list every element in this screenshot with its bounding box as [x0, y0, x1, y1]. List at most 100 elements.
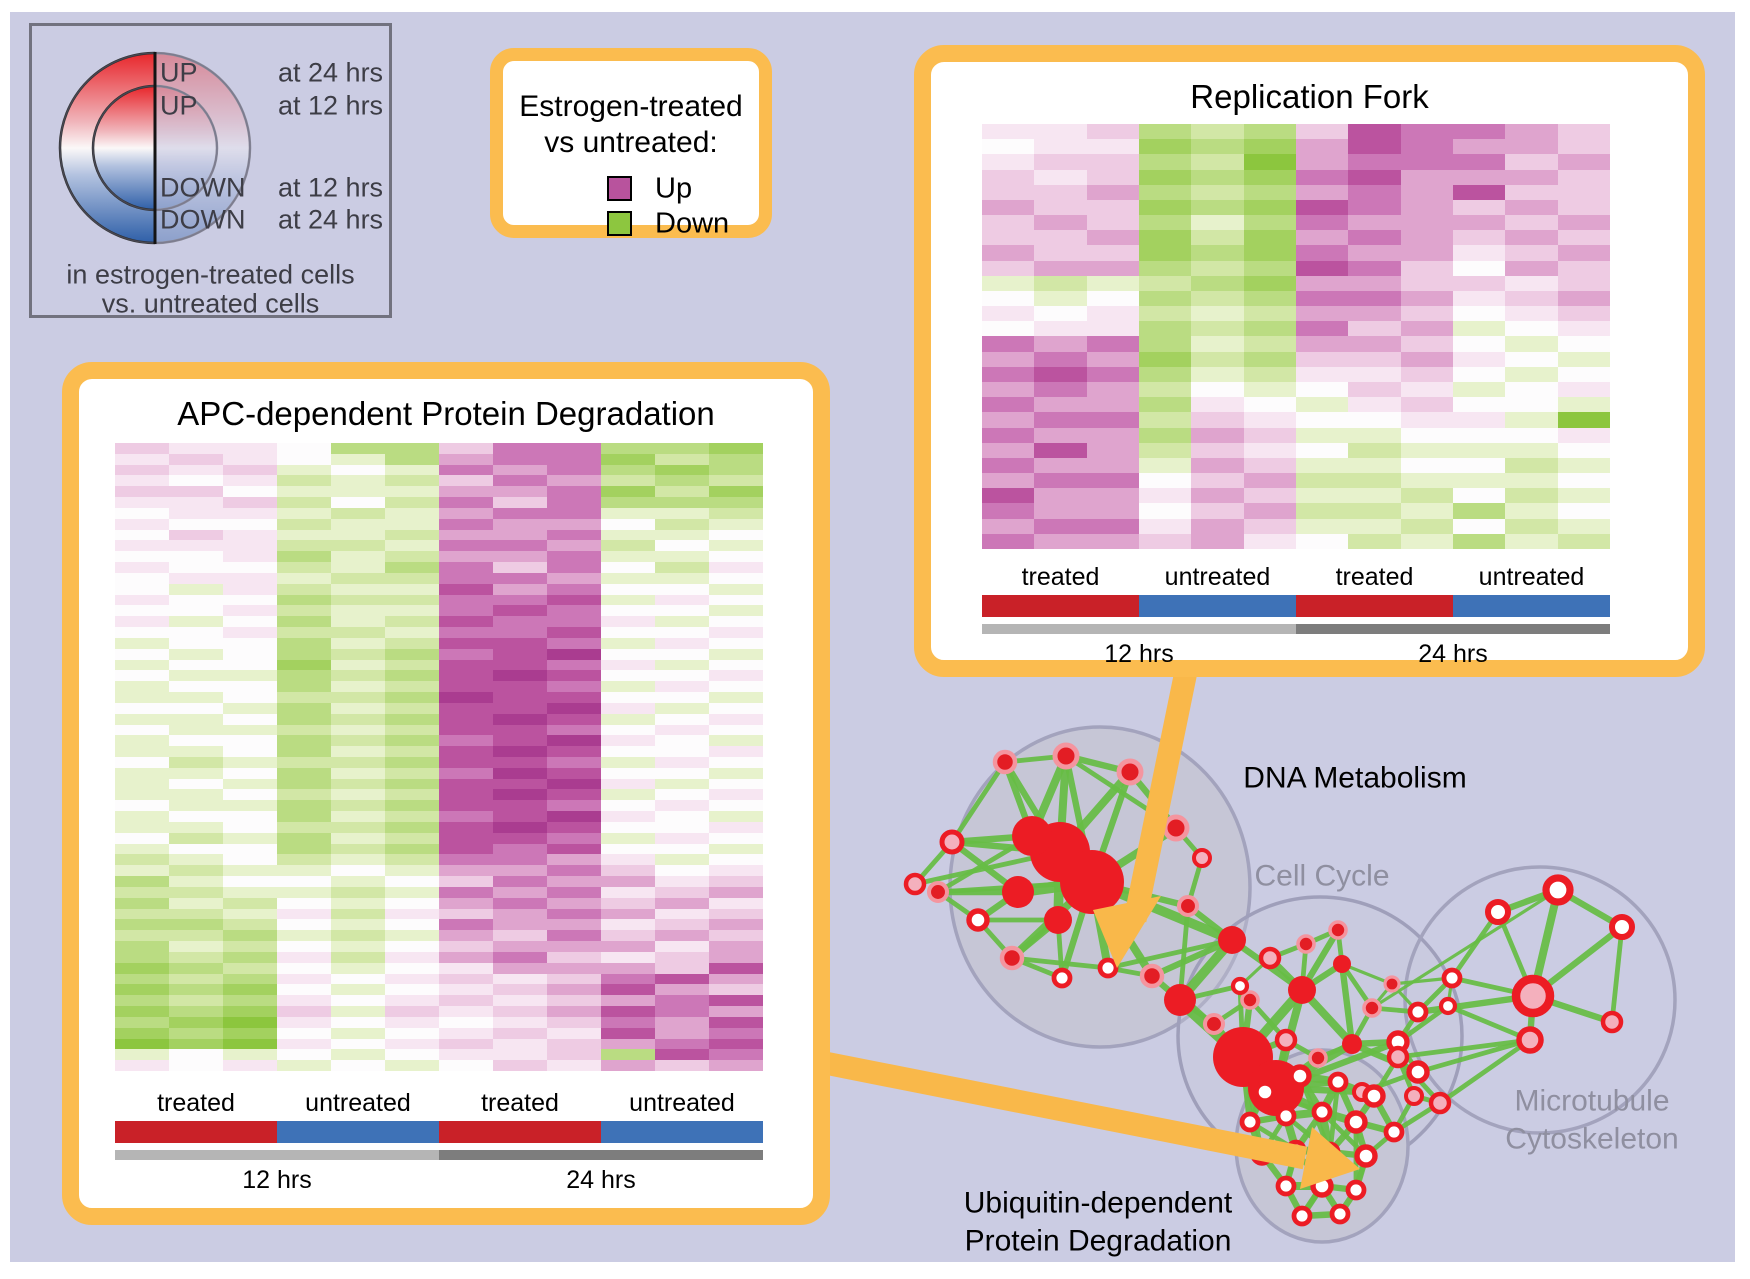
heatmap-cell	[115, 832, 169, 844]
heatmap-cell	[1086, 533, 1139, 549]
comparison-legend-box: Estrogen-treated vs untreated: Up Down	[490, 48, 772, 240]
apc-group-label: treated	[481, 1089, 559, 1117]
heatmap-cell	[1295, 518, 1349, 534]
heatmap-cell	[1348, 230, 1401, 246]
heatmap-cell	[1400, 275, 1453, 291]
heatmap-cell	[601, 1027, 655, 1039]
heatmap-cell	[277, 843, 331, 855]
heatmap-cell	[982, 533, 1035, 549]
heatmap-cell	[1086, 381, 1139, 398]
heatmap-cell	[385, 475, 439, 487]
heatmap-cell	[115, 1027, 169, 1039]
gene-node-ring	[1291, 1205, 1313, 1227]
heatmap-cell	[1505, 336, 1558, 352]
gene-node-ring	[1051, 967, 1073, 989]
heatmap-cell	[1557, 427, 1610, 443]
heatmap-cell	[331, 594, 385, 606]
heatmap-cell	[982, 260, 1035, 276]
heatmap-cell	[439, 919, 493, 931]
heatmap-cell	[223, 453, 277, 465]
heatmap-cell	[493, 941, 547, 952]
heatmap-cell	[1400, 124, 1453, 140]
heatmap-cell	[601, 594, 655, 606]
heatmap-cell	[1191, 412, 1244, 428]
heatmap-cell	[331, 735, 385, 747]
heatmap-cell	[1191, 427, 1244, 443]
heatmap-cell	[601, 1016, 655, 1028]
heatmap-cell	[1557, 199, 1610, 216]
heatmap-cell	[115, 518, 169, 530]
heatmap-cell	[1348, 381, 1401, 398]
heatmap-cell	[331, 616, 385, 628]
heatmap-cell	[709, 562, 763, 573]
heatmap-cell	[493, 464, 547, 476]
heatmap-cell	[331, 670, 385, 682]
heatmap-cell	[223, 800, 277, 812]
heatmap-cell	[115, 854, 169, 866]
heatmap-cell	[709, 713, 763, 725]
heatmap-cell	[331, 475, 385, 487]
heatmap-cell	[439, 497, 493, 508]
heatmap-cell	[115, 1060, 169, 1071]
heatmap-cell	[277, 605, 331, 617]
heatmap-cell	[223, 692, 277, 703]
apc-heatmap	[115, 443, 763, 1071]
replication-time-bars	[982, 624, 1610, 634]
heatmap-cell	[982, 169, 1035, 185]
heatmap-cell	[223, 648, 277, 660]
heatmap-cell	[169, 475, 223, 487]
heatmap-cell	[1452, 306, 1506, 322]
heatmap-cell	[1086, 290, 1139, 307]
heatmap-cell	[169, 973, 223, 985]
heatmap-cell	[547, 627, 601, 638]
heatmap-cell	[169, 497, 223, 508]
heatmap-cell	[277, 941, 331, 952]
heatmap-cell	[331, 648, 385, 660]
heatmap-cell	[439, 702, 493, 714]
network-edge	[1437, 1037, 1533, 1106]
heatmap-cell	[1452, 199, 1506, 216]
heatmap-cell	[1452, 154, 1506, 170]
heatmap-cell	[709, 919, 763, 931]
heatmap-cell	[277, 702, 331, 714]
heatmap-cell	[1295, 351, 1349, 367]
heatmap-cell	[169, 995, 223, 1007]
heatmap-cell	[1191, 260, 1244, 276]
heatmap-cell	[169, 941, 223, 952]
heatmap-cell	[1086, 442, 1139, 458]
heatmap-cell	[601, 886, 655, 898]
gene-node-ring	[1230, 976, 1250, 996]
legend-down-inner-time: at 12 hrs	[278, 172, 384, 203]
heatmap-cell	[601, 713, 655, 725]
heatmap-cell	[439, 1016, 493, 1028]
heatmap-cell	[655, 659, 709, 671]
heatmap-cell	[709, 670, 763, 682]
heatmap-cell	[439, 443, 493, 454]
heatmap-cell	[169, 908, 223, 920]
heatmap-cell	[223, 767, 277, 779]
gene-node-ring	[1362, 1084, 1386, 1108]
heatmap-cell	[601, 648, 655, 660]
heatmap-cell	[1034, 124, 1087, 140]
gene-node-ring	[1354, 1144, 1378, 1168]
heatmap-cell	[277, 951, 331, 963]
heatmap-cell	[385, 486, 439, 498]
heatmap-cell	[169, 962, 223, 974]
heatmap-cell	[277, 919, 331, 931]
heatmap-cell	[547, 897, 601, 909]
heatmap-cell	[439, 648, 493, 660]
heatmap-cell	[547, 713, 601, 725]
heatmap-cell	[385, 702, 439, 714]
heatmap-cell	[1191, 533, 1244, 549]
heatmap-cell	[331, 507, 385, 519]
heatmap-cell	[277, 811, 331, 822]
heatmap-cell	[439, 529, 493, 541]
heatmap-cell	[277, 1006, 331, 1017]
gene-node-pink	[1428, 1091, 1452, 1115]
heatmap-cell	[982, 306, 1035, 322]
network-edge	[1445, 1003, 1533, 1043]
apc-condition-bars	[115, 1121, 763, 1143]
gene-node-ring	[1239, 1111, 1261, 1133]
heatmap-cell	[493, 1049, 547, 1061]
heatmap-cell	[1034, 336, 1087, 352]
